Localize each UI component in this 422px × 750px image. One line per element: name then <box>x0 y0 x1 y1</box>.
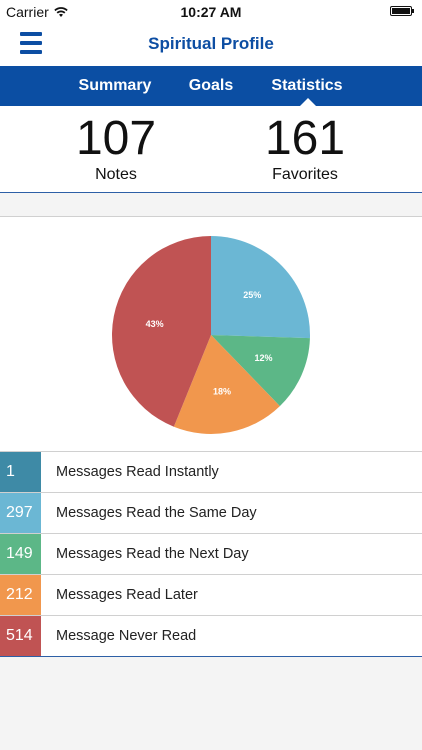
legend-count: 514 <box>0 616 41 656</box>
legend-row[interactable]: 297 Messages Read the Same Day <box>0 492 422 533</box>
legend-label: Messages Read Later <box>56 587 198 603</box>
pie-label-3: 18% <box>213 386 231 396</box>
pie-slice-3 <box>173 335 280 434</box>
favorites-count: 161 <box>264 112 346 165</box>
notes-stat: 107 Notes <box>56 114 176 184</box>
menu-icon[interactable] <box>20 32 42 54</box>
nav-bar: Spiritual Profile <box>0 24 422 66</box>
legend-list: 1 Messages Read Instantly 297 Messages R… <box>0 451 422 657</box>
active-tab-indicator <box>300 98 316 106</box>
status-left: Carrier <box>6 4 68 20</box>
legend-row[interactable]: 514 Message Never Read <box>0 615 422 656</box>
tab-summary[interactable]: Summary <box>78 77 152 94</box>
wifi-icon <box>54 6 68 17</box>
legend-label: Messages Read Instantly <box>56 464 219 480</box>
notes-count: 107 <box>75 112 157 165</box>
legend-label: Message Never Read <box>56 628 197 644</box>
tab-bar: Summary Goals Statistics <box>0 66 422 106</box>
pie-slice-2 <box>211 335 310 407</box>
pie-slice-1 <box>211 236 310 339</box>
tab-goals[interactable]: Goals <box>188 77 234 94</box>
legend-row[interactable]: 1 Messages Read Instantly <box>0 451 422 492</box>
status-bar: Carrier 10:27 AM <box>0 0 422 24</box>
favorites-label: Favorites <box>272 166 338 183</box>
legend-count: 149 <box>0 534 41 574</box>
status-time: 10:27 AM <box>180 4 242 20</box>
stats-header: 107 Notes 161 Favorites <box>0 106 422 193</box>
favorites-stat: 161 Favorites <box>245 114 365 184</box>
notes-label: Notes <box>95 166 137 183</box>
pie-chart: 25% 12% 18% 43% <box>112 236 310 434</box>
legend-count: 212 <box>0 575 41 615</box>
legend-count: 297 <box>0 493 41 533</box>
legend-row[interactable]: 149 Messages Read the Next Day <box>0 533 422 574</box>
chart-card: 25% 12% 18% 43% <box>0 216 422 453</box>
legend-row[interactable]: 212 Messages Read Later <box>0 574 422 615</box>
legend-count: 1 <box>0 452 41 492</box>
pie-label-4: 43% <box>146 319 164 329</box>
tab-statistics[interactable]: Statistics <box>271 77 343 94</box>
pie-label-2: 12% <box>254 353 272 363</box>
legend-label: Messages Read the Next Day <box>56 546 249 562</box>
battery-icon <box>390 6 414 16</box>
legend-label: Messages Read the Same Day <box>56 505 257 521</box>
carrier-label: Carrier <box>6 4 49 20</box>
page-title: Spiritual Profile <box>148 34 274 53</box>
pie-slice-4 <box>112 236 211 427</box>
pie-label-1: 25% <box>243 290 261 300</box>
